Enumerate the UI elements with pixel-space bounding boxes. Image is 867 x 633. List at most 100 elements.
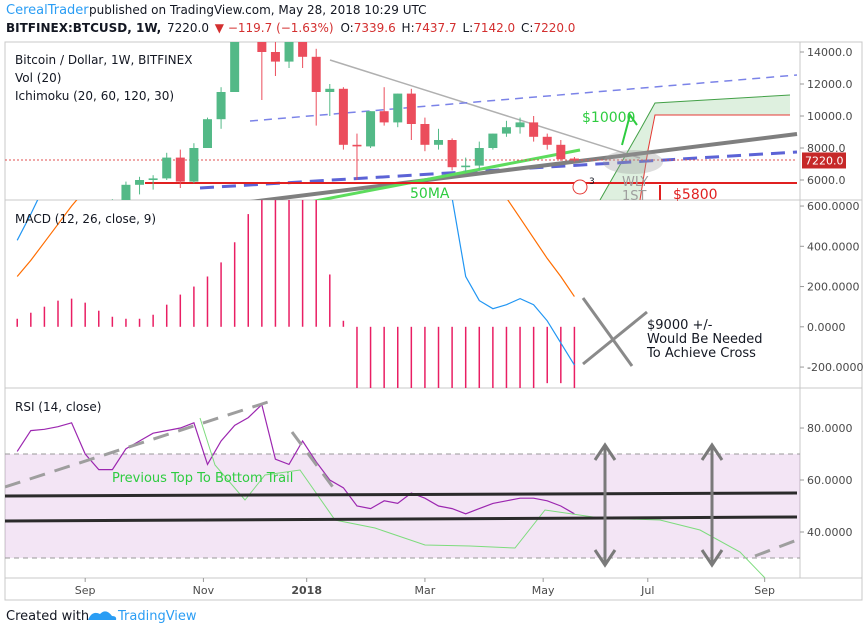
candle-body xyxy=(311,56,321,92)
candles xyxy=(108,42,579,205)
ohlc-key: C: xyxy=(521,21,533,35)
candle-body xyxy=(515,122,525,128)
candle-body xyxy=(270,52,280,62)
x-tick-label: Sep xyxy=(754,584,775,597)
candle-body xyxy=(175,157,185,182)
candle-body xyxy=(488,133,498,148)
rsi-drawings xyxy=(5,400,798,578)
candle-body xyxy=(434,140,444,145)
cross-line xyxy=(581,297,634,367)
y-tick-label: 200.0000 xyxy=(807,281,860,294)
author[interactable]: CerealTrader xyxy=(6,3,89,18)
candle-body xyxy=(379,111,389,123)
candle-body xyxy=(406,93,416,124)
annotation: To Achieve Cross xyxy=(646,346,756,361)
published-info: published on TradingView.com, May 28, 20… xyxy=(89,3,426,17)
y-tick-label: 8000.0 xyxy=(807,142,846,155)
y-tick-label: 0.0000 xyxy=(807,321,846,334)
highlight-ellipse xyxy=(603,150,663,174)
y-tick-label: -200.0000 xyxy=(807,361,863,374)
indicator-label: Vol (20) xyxy=(15,71,61,85)
candle-body xyxy=(529,122,539,137)
candle-body xyxy=(325,88,335,92)
ohlc-key: L: xyxy=(462,21,473,35)
trendline xyxy=(249,132,798,200)
y-tick-label: 400.0000 xyxy=(807,240,860,253)
annotation: 1ST xyxy=(622,189,647,204)
rsi-plot xyxy=(16,403,575,515)
candle-body xyxy=(556,144,566,160)
macd-plot xyxy=(16,200,576,388)
footer-text: Created with xyxy=(6,609,89,624)
candle-body xyxy=(542,136,552,145)
horizontal-trendline xyxy=(5,491,798,498)
x-tick-label: 2018 xyxy=(291,584,322,597)
ichimoku-span-a xyxy=(599,94,791,200)
y-tick-label: 40.0000 xyxy=(807,526,853,539)
pane-title: Bitcoin / Dollar, 1W, BITFINEX xyxy=(15,53,192,67)
candle-body xyxy=(135,180,145,185)
series-line xyxy=(16,200,575,297)
x-tick-label: May xyxy=(532,584,555,597)
last-price: 7220.0 xyxy=(167,21,209,35)
candle-body xyxy=(338,88,348,145)
alert-icon[interactable] xyxy=(572,179,588,195)
candle-body xyxy=(474,148,484,166)
y-tick-label: 12000.0 xyxy=(807,78,853,91)
annotation: $5800 xyxy=(673,187,718,203)
candle-body xyxy=(230,42,240,92)
candle-body xyxy=(216,92,226,120)
ichimoku-cloud xyxy=(600,95,790,200)
x-tick-label: Nov xyxy=(193,584,215,597)
candle-body xyxy=(257,42,267,52)
y-tick-label: 600.0000 xyxy=(807,200,860,213)
chart-frame xyxy=(4,41,863,601)
y-tick-label: 6000.0 xyxy=(807,174,846,187)
brand-logo[interactable] xyxy=(88,611,117,620)
symbol-line: BITFINEX:BTCUSD, 1W, 7220.0 ▼ −119.7 (−1… xyxy=(6,21,575,35)
candle-body xyxy=(108,202,117,205)
macd-drawings xyxy=(581,297,648,367)
ohlc-value: 7220.0 xyxy=(533,21,575,35)
double-arrow xyxy=(700,442,724,568)
ichimoku-span-b xyxy=(639,114,790,200)
annotation: 50MA xyxy=(410,186,450,202)
rsi-secondary-line xyxy=(199,417,766,578)
dashed-trail xyxy=(754,538,798,558)
x-tick-label: Mar xyxy=(415,584,436,597)
candle-body xyxy=(202,119,212,148)
candle-body xyxy=(569,158,579,161)
double-arrows xyxy=(593,442,724,568)
series-line xyxy=(16,403,575,515)
indicator-label: Ichimoku (20, 60, 120, 30) xyxy=(15,89,174,103)
series-line xyxy=(16,200,575,366)
candle-body xyxy=(162,157,172,179)
candle-body xyxy=(366,111,376,147)
annotation: Would Be Needed xyxy=(647,332,763,347)
ohlc-key: H: xyxy=(402,21,415,35)
pane-title: MACD (12, 26, close, 9) xyxy=(15,212,156,226)
candle-body xyxy=(189,148,199,182)
candle-body xyxy=(447,140,457,168)
brand-name[interactable]: TradingView xyxy=(117,609,197,624)
horizontal-trendline xyxy=(5,515,798,523)
candle-body xyxy=(298,42,308,57)
alert-count: 3 xyxy=(589,177,595,187)
candle-body xyxy=(501,127,511,134)
annotation: $9000 +/- xyxy=(647,318,713,333)
ohlc-value: 7142.0 xyxy=(473,21,515,35)
y-tick-label: 60.0000 xyxy=(807,474,853,487)
annotation: WLY xyxy=(622,175,648,190)
y-tick-label: 10000.0 xyxy=(807,110,853,123)
price-change: ▼ −119.7 (−1.63%) xyxy=(215,21,334,35)
ohlc-value: 7339.6 xyxy=(354,21,396,35)
candle-body xyxy=(121,184,131,200)
ohlc-value: 7437.7 xyxy=(415,21,457,35)
symbol: BITFINEX:BTCUSD, 1W, xyxy=(6,21,161,35)
candle-body xyxy=(284,42,294,62)
trendline xyxy=(329,59,641,159)
x-tick-label: Sep xyxy=(75,584,96,597)
double-arrow xyxy=(593,442,617,568)
candle-body xyxy=(461,165,471,168)
